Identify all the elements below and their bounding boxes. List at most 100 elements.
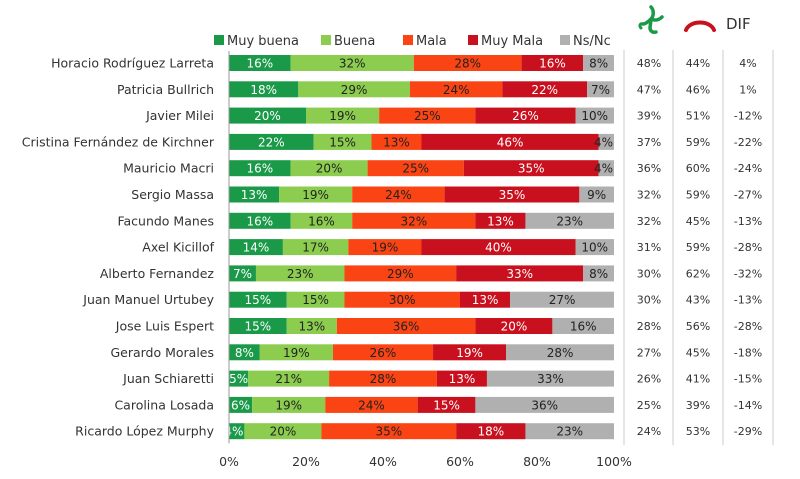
bar-segment bbox=[598, 160, 614, 177]
bar-segment bbox=[475, 212, 526, 229]
dif-cell: -14% bbox=[734, 399, 762, 412]
legend-item: Muy Mala bbox=[468, 34, 543, 49]
bar-segment bbox=[306, 107, 380, 124]
bar-segment bbox=[244, 423, 322, 440]
data-label: 32% bbox=[400, 214, 427, 228]
table-row: 30% 62% -32% bbox=[637, 267, 762, 280]
table-row: 31% 59% -28% bbox=[637, 241, 762, 254]
bar-segment bbox=[290, 55, 414, 71]
bar-segment bbox=[229, 81, 299, 98]
bar-segment bbox=[282, 239, 349, 256]
negative-cell: 59% bbox=[686, 241, 710, 254]
legend: Muy buena Buena Mala Muy Mala Ns/Nc bbox=[214, 34, 611, 49]
positive-cell: 32% bbox=[637, 189, 661, 202]
bar-segment bbox=[229, 160, 291, 177]
bar-row: 22% 15% 13% 46% 4% bbox=[229, 133, 614, 150]
data-label: 4% bbox=[224, 425, 243, 439]
data-label: 13% bbox=[241, 188, 268, 202]
bar-segment bbox=[229, 344, 260, 361]
data-label: 4% bbox=[594, 135, 613, 149]
positive-cell: 31% bbox=[637, 241, 661, 254]
table-row: 24% 53% -29% bbox=[637, 425, 762, 438]
data-label: 13% bbox=[383, 135, 410, 149]
bar-segment bbox=[344, 265, 457, 282]
dif-cell: -28% bbox=[734, 320, 762, 333]
bar-row: 15% 13% 36% 20% 16% bbox=[229, 318, 614, 334]
data-label: 7% bbox=[591, 83, 610, 97]
positive-cell: 39% bbox=[637, 110, 661, 123]
dif-cell: -12% bbox=[734, 110, 762, 123]
bar-row: 5% 21% 28% 13% 33% bbox=[229, 370, 614, 387]
negative-cell: 59% bbox=[686, 136, 710, 149]
bar-segment bbox=[575, 107, 614, 124]
bar-row: 18% 29% 24% 22% 7% bbox=[229, 81, 614, 98]
data-label: 23% bbox=[287, 267, 314, 281]
bar-segment bbox=[290, 160, 368, 177]
dif-cell: -27% bbox=[734, 189, 762, 202]
frown-icon bbox=[684, 20, 716, 32]
bar-segment bbox=[552, 318, 614, 334]
positive-cell: 30% bbox=[637, 294, 661, 307]
bar-segment bbox=[583, 55, 614, 71]
x-axis: 0% 20% 40% 60% 80% 100% bbox=[219, 51, 632, 469]
positive-cell: 36% bbox=[637, 162, 661, 175]
dif-cell: -18% bbox=[734, 346, 762, 359]
bar-segment bbox=[579, 186, 614, 203]
bar-segment bbox=[421, 239, 576, 256]
positive-cell: 30% bbox=[637, 267, 661, 280]
category-label: Horacio Rodríguez Larreta bbox=[51, 56, 214, 71]
bar-segment bbox=[290, 212, 353, 229]
data-label: 24% bbox=[385, 188, 412, 202]
data-label: 26% bbox=[512, 109, 539, 123]
bar-segment bbox=[436, 370, 487, 387]
data-label: 33% bbox=[537, 372, 564, 386]
legend-item: Muy buena bbox=[214, 34, 299, 49]
x-tick-label: 100% bbox=[596, 454, 632, 469]
positive-cell: 32% bbox=[637, 215, 661, 228]
data-label: 24% bbox=[358, 398, 385, 412]
dif-header: DIF bbox=[726, 15, 751, 33]
table-row: 37% 59% -22% bbox=[637, 136, 762, 149]
negative-cell: 43% bbox=[686, 294, 710, 307]
negative-cell: 62% bbox=[686, 267, 710, 280]
legend-label: Muy Mala bbox=[481, 34, 543, 49]
bar-row: 4% 20% 35% 18% 23% bbox=[224, 423, 614, 440]
category-label: Cristina Fernández de Kirchner bbox=[22, 134, 215, 149]
bar-segment bbox=[417, 396, 476, 413]
data-label: 19% bbox=[283, 346, 310, 360]
bar-segment bbox=[379, 107, 476, 124]
data-label: 30% bbox=[389, 293, 416, 307]
positive-cell: 37% bbox=[637, 136, 661, 149]
data-label: 13% bbox=[487, 214, 514, 228]
x-tick-label: 60% bbox=[446, 454, 474, 469]
data-label: 16% bbox=[570, 320, 597, 334]
bar-segment bbox=[348, 239, 422, 256]
category-label: Axel Kicillof bbox=[142, 240, 214, 255]
bar-segment bbox=[229, 265, 256, 282]
bar-segment bbox=[352, 186, 445, 203]
bar-segment bbox=[352, 212, 476, 229]
legend-item: Buena bbox=[321, 34, 375, 49]
table-row: 36% 60% -24% bbox=[637, 162, 762, 175]
negative-cell: 45% bbox=[686, 346, 710, 359]
data-label: 14% bbox=[243, 241, 270, 255]
negative-cell: 45% bbox=[686, 215, 710, 228]
bar-segment bbox=[525, 212, 614, 229]
bar-segment bbox=[475, 318, 553, 334]
bar-row: 14% 17% 19% 40% 10% bbox=[229, 239, 614, 256]
positive-cell: 28% bbox=[637, 320, 661, 333]
negative-cell: 53% bbox=[686, 425, 710, 438]
data-label: 18% bbox=[477, 425, 504, 439]
negative-cell: 39% bbox=[686, 399, 710, 412]
dif-cell: -28% bbox=[734, 241, 762, 254]
table-row: 28% 56% -28% bbox=[637, 320, 762, 333]
data-label: 35% bbox=[518, 162, 545, 176]
category-label: Javier Milei bbox=[145, 108, 214, 123]
table-row: 27% 45% -18% bbox=[637, 346, 762, 359]
bar-segment bbox=[336, 318, 476, 334]
dif-cell: -13% bbox=[734, 215, 762, 228]
data-label: 24% bbox=[443, 83, 470, 97]
category-label: Facundo Manes bbox=[117, 213, 214, 228]
bar-segment bbox=[486, 370, 614, 387]
